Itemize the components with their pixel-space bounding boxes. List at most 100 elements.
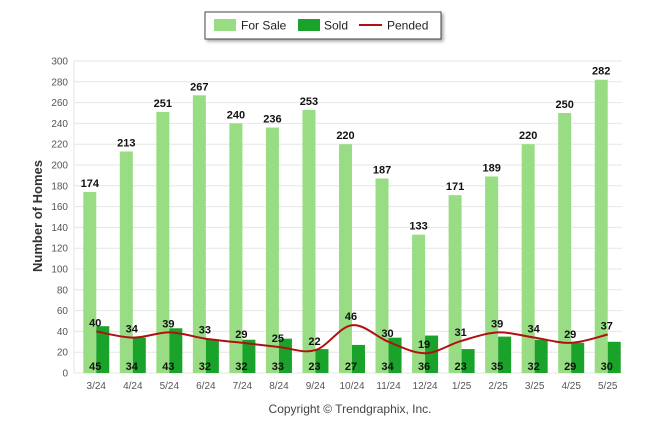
data-label-sold: 36	[418, 361, 430, 373]
y-tick-label: 40	[57, 327, 69, 338]
legend: For Sale Sold Pended	[204, 11, 442, 40]
bar-for-sale	[83, 192, 97, 373]
data-label-pended: 19	[418, 339, 430, 351]
data-label-for-sale: 236	[263, 114, 281, 126]
pended-line-layer	[96, 324, 608, 355]
data-label-sold: 27	[345, 361, 357, 373]
x-tick-label: 3/24	[87, 381, 107, 392]
y-tick-label: 160	[51, 202, 68, 213]
y-tick-label: 220	[51, 140, 68, 151]
bar-sold	[242, 339, 256, 373]
y-tick-label: 200	[51, 161, 68, 172]
y-tick-label: 180	[51, 181, 68, 192]
legend-box	[204, 11, 442, 40]
data-label-sold: 34	[381, 361, 394, 373]
bar-for-sale	[339, 144, 352, 373]
x-tick-label: 2/25	[488, 381, 508, 392]
data-label-sold: 32	[199, 361, 211, 373]
data-label-pended: 37	[601, 321, 613, 333]
y-tick-label: 60	[57, 306, 69, 317]
x-tick-label: 11/24	[376, 381, 401, 392]
data-label-pended: 22	[308, 336, 320, 348]
x-tick-label: 5/25	[598, 381, 618, 392]
bar-for-sale	[594, 79, 608, 373]
y-axis-label: Number of Homes	[30, 160, 45, 272]
bar-for-sale	[375, 178, 389, 373]
data-label-for-sale: 220	[336, 130, 354, 142]
copyright-text: Copyright © Trendgraphix, Inc.	[269, 402, 432, 416]
x-tick-label: 12/24	[413, 381, 438, 392]
x-tick-label: 7/24	[233, 381, 253, 392]
x-tick-label: 5/24	[160, 381, 180, 392]
bar-for-sale	[265, 127, 279, 373]
data-label-pended: 31	[454, 327, 466, 339]
y-tick-label: 300	[51, 57, 68, 68]
legend-swatch-for-sale	[214, 19, 236, 31]
bar-for-sale	[156, 111, 170, 374]
bar-sold	[315, 349, 329, 373]
data-label-for-sale: 213	[117, 137, 135, 149]
data-label-for-sale: 282	[592, 66, 610, 78]
data-label-for-sale: 171	[446, 181, 464, 193]
data-label-pended: 46	[345, 311, 357, 323]
data-label-for-sale: 174	[81, 178, 100, 190]
data-label-sold: 43	[162, 361, 174, 373]
data-label-for-sale: 251	[154, 98, 172, 110]
bar-sold	[205, 339, 219, 373]
data-label-sold: 29	[564, 361, 576, 373]
y-tick-label: 260	[51, 98, 68, 109]
data-label-for-sale: 253	[300, 96, 318, 108]
data-label-sold: 35	[491, 361, 503, 373]
data-label-pended: 25	[272, 333, 284, 345]
data-label-sold: 30	[601, 361, 613, 373]
data-label-for-sale: 267	[190, 81, 208, 93]
y-tick-label: 240	[51, 119, 68, 130]
legend-label-for-sale: For Sale	[241, 19, 287, 33]
data-label-sold: 34	[126, 361, 139, 373]
bars	[83, 79, 621, 374]
x-tick-label: 4/24	[123, 381, 143, 392]
bar-sold	[498, 336, 512, 373]
data-labels: 174 45 40 213 34 34 251 43 39 267 32 33 240 32 29 236 33…	[81, 66, 613, 373]
bar-for-sale	[558, 113, 572, 373]
data-label-for-sale: 220	[519, 130, 537, 142]
y-tick-label: 120	[51, 244, 68, 255]
data-label-sold: 33	[272, 361, 284, 373]
x-tick-label: 1/25	[452, 381, 472, 392]
y-tick-label: 100	[51, 265, 68, 276]
data-label-for-sale: 189	[482, 162, 500, 174]
data-label-pended: 40	[89, 317, 101, 329]
data-label-pended: 33	[199, 325, 211, 337]
data-label-for-sale: 250	[556, 99, 574, 111]
legend-label-pended: Pended	[387, 19, 428, 33]
x-tick-label: 9/24	[306, 381, 326, 392]
data-label-sold: 23	[308, 361, 320, 373]
data-label-for-sale: 187	[373, 165, 391, 177]
data-label-sold: 32	[528, 361, 540, 373]
bar-for-sale	[412, 234, 426, 373]
bar-sold	[534, 339, 548, 373]
bar-sold	[169, 328, 183, 373]
bar-for-sale	[448, 195, 462, 373]
y-axis-ticks: 0 20 40 60 80 100 120 140 160 180 200 220 240 260 280 3…	[51, 57, 68, 380]
data-label-pended: 29	[564, 329, 576, 341]
bar-sold	[352, 344, 365, 373]
y-tick-label: 20	[57, 348, 69, 359]
bar-sold	[461, 349, 475, 373]
x-tick-label: 4/25	[561, 381, 581, 392]
data-label-for-sale: 133	[409, 221, 427, 233]
bar-for-sale	[302, 109, 316, 373]
data-label-pended: 30	[381, 328, 393, 340]
data-label-for-sale: 240	[227, 109, 245, 121]
x-tick-label: 6/24	[196, 381, 216, 392]
x-tick-label: 10/24	[339, 381, 364, 392]
x-tick-label: 3/25	[525, 381, 545, 392]
data-label-pended: 34	[126, 324, 139, 336]
x-axis-ticks: 3/24 4/24 5/24 6/24 7/24 8/24 9/24 10/24 11/24 12…	[87, 381, 618, 392]
data-label-sold: 32	[235, 361, 247, 373]
bar-sold	[96, 326, 110, 373]
data-label-pended: 39	[491, 318, 503, 330]
y-tick-label: 80	[57, 285, 69, 296]
